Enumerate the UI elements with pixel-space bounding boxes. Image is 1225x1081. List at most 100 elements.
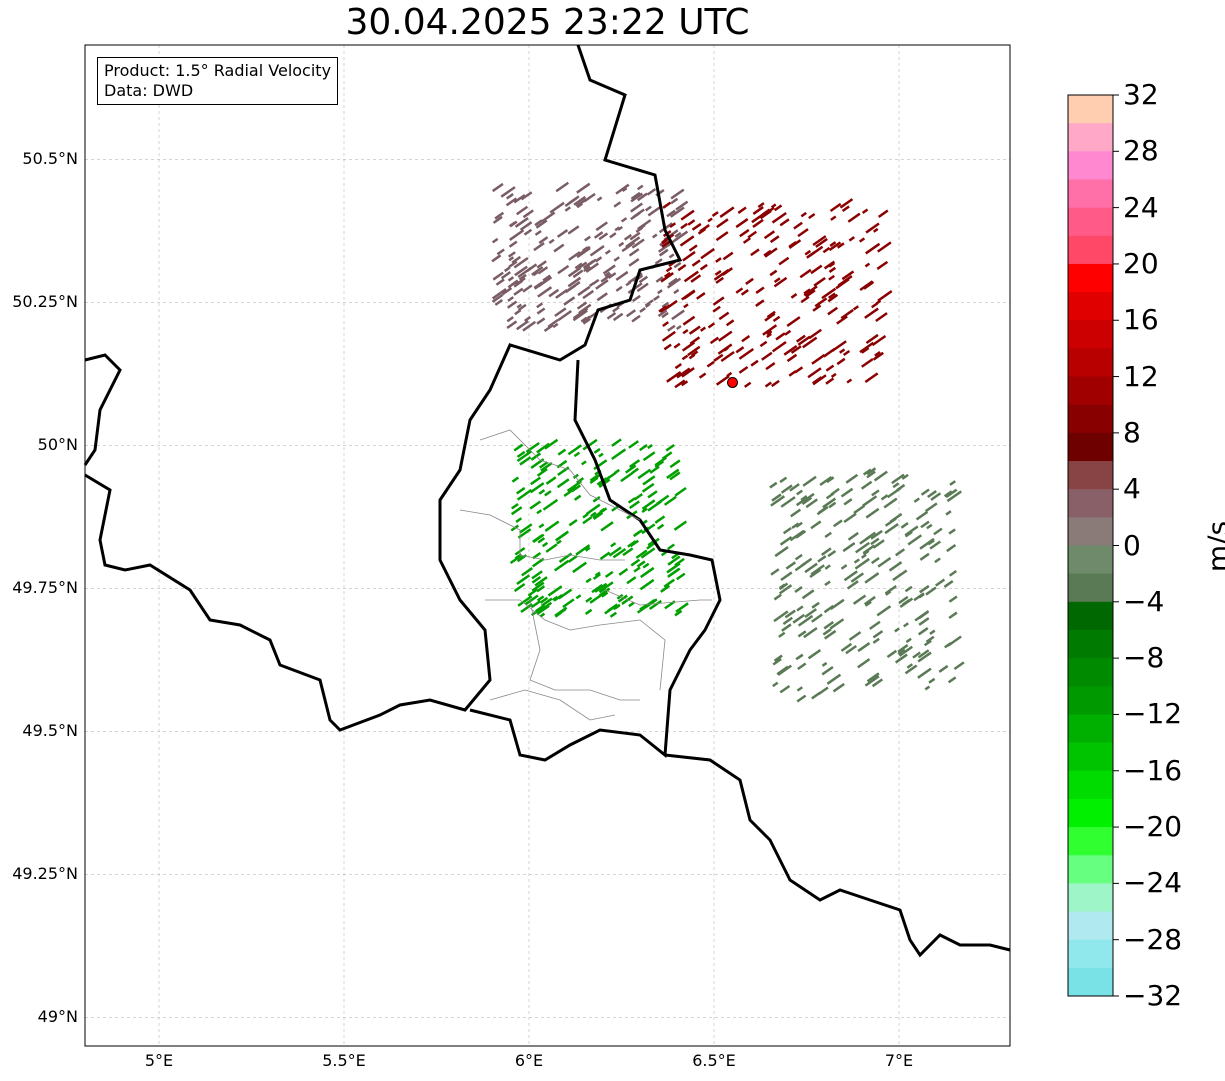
echo-inbound-southeast bbox=[919, 584, 930, 594]
echo-outbound-north bbox=[690, 274, 702, 283]
echo-inbound-luxembourg bbox=[665, 443, 675, 452]
echo-inbound-luxembourg bbox=[532, 551, 542, 560]
echo-inbound-luxembourg bbox=[636, 605, 647, 614]
echo-inbound-southeast bbox=[880, 494, 889, 501]
colorbar-tick-label: −4 bbox=[1123, 584, 1165, 618]
echo-inbound-southeast bbox=[857, 642, 871, 653]
echo-outbound-north bbox=[770, 203, 777, 209]
echo-outbound-northwest bbox=[609, 232, 617, 239]
echo-inbound-luxembourg bbox=[527, 588, 538, 597]
echo-outbound-north bbox=[711, 211, 719, 217]
echo-inbound-southeast bbox=[905, 637, 912, 644]
echo-outbound-north bbox=[810, 264, 823, 275]
echo-inbound-luxembourg bbox=[599, 551, 611, 560]
colorbar-tick-label: −12 bbox=[1123, 697, 1183, 731]
echo-inbound-southeast bbox=[790, 508, 802, 518]
echo-inbound-luxembourg bbox=[641, 482, 655, 493]
colorbar-tick-label: 8 bbox=[1123, 415, 1141, 449]
echo-inbound-luxembourg bbox=[663, 495, 677, 506]
echo-inbound-southeast bbox=[871, 489, 880, 497]
echo-inbound-southeast bbox=[842, 542, 856, 553]
echo-inbound-southeast bbox=[810, 564, 825, 576]
echo-outbound-north bbox=[761, 208, 771, 216]
echo-inbound-luxembourg bbox=[540, 461, 553, 472]
echo-inbound-southeast bbox=[811, 613, 823, 623]
echo-inbound-southeast bbox=[876, 605, 892, 617]
echo-outbound-northwest bbox=[500, 186, 516, 198]
echo-inbound-luxembourg bbox=[590, 511, 597, 518]
echo-outbound-north bbox=[861, 208, 869, 214]
echo-outbound-northwest bbox=[578, 245, 591, 256]
echo-inbound-southeast bbox=[770, 495, 786, 507]
echo-inbound-southeast bbox=[862, 468, 872, 476]
echo-inbound-southeast bbox=[828, 501, 837, 509]
echo-outbound-north bbox=[773, 276, 788, 288]
echo-outbound-north bbox=[738, 347, 755, 360]
echo-inbound-southeast bbox=[943, 580, 954, 588]
echo-outbound-north bbox=[786, 353, 798, 363]
echo-outbound-northwest bbox=[673, 288, 680, 295]
echo-inbound-luxembourg bbox=[628, 601, 635, 608]
echo-inbound-luxembourg bbox=[531, 600, 542, 609]
echo-outbound-north bbox=[836, 242, 845, 249]
echo-outbound-northwest bbox=[668, 253, 675, 259]
echo-outbound-north bbox=[829, 241, 837, 247]
echo-outbound-northwest bbox=[675, 200, 689, 211]
echo-outbound-north bbox=[784, 329, 792, 336]
echo-outbound-north bbox=[661, 240, 671, 248]
colorbar-tick-label: 16 bbox=[1123, 303, 1159, 337]
echo-outbound-north bbox=[766, 310, 776, 319]
echo-inbound-southeast bbox=[884, 523, 899, 535]
echo-outbound-north bbox=[757, 202, 765, 209]
echo-inbound-southeast bbox=[871, 678, 884, 688]
echo-inbound-luxembourg bbox=[589, 474, 599, 482]
echo-outbound-north bbox=[825, 377, 835, 385]
lon-tick-label: 5°E bbox=[144, 1051, 174, 1070]
echo-outbound-northwest bbox=[667, 324, 676, 332]
echo-inbound-luxembourg bbox=[536, 509, 543, 515]
echo-outbound-northwest bbox=[536, 302, 544, 309]
echo-inbound-southeast bbox=[891, 473, 905, 485]
echo-inbound-southeast bbox=[819, 475, 833, 487]
echo-inbound-luxembourg bbox=[516, 486, 526, 495]
echo-outbound-north bbox=[766, 332, 772, 339]
echo-inbound-luxembourg bbox=[531, 581, 545, 592]
echo-inbound-luxembourg bbox=[539, 461, 549, 469]
echo-inbound-southeast bbox=[829, 618, 845, 630]
echo-inbound-southeast bbox=[779, 684, 791, 694]
echo-inbound-luxembourg bbox=[666, 562, 681, 574]
echo-outbound-northwest bbox=[631, 314, 641, 323]
echo-inbound-southeast bbox=[948, 595, 958, 603]
echo-outbound-northwest bbox=[638, 275, 649, 284]
echo-outbound-north bbox=[827, 293, 839, 303]
echo-inbound-luxembourg bbox=[517, 595, 533, 607]
echo-inbound-luxembourg bbox=[593, 447, 601, 454]
echo-outbound-north bbox=[726, 371, 733, 378]
echo-outbound-north bbox=[800, 211, 807, 218]
echo-inbound-luxembourg bbox=[660, 584, 671, 593]
echo-inbound-southeast bbox=[864, 675, 880, 687]
echo-outbound-north bbox=[771, 211, 787, 224]
echo-inbound-southeast bbox=[892, 482, 900, 489]
echo-outbound-northwest bbox=[500, 271, 511, 280]
echo-inbound-southeast bbox=[843, 498, 853, 506]
echo-outbound-north bbox=[830, 215, 837, 221]
echo-outbound-northwest bbox=[676, 324, 682, 330]
echo-outbound-north bbox=[679, 235, 695, 247]
echo-inbound-luxembourg bbox=[666, 468, 680, 479]
echo-outbound-north bbox=[738, 365, 749, 374]
data-source-label: Data: DWD bbox=[104, 81, 194, 100]
echo-outbound-north bbox=[861, 357, 874, 368]
echo-inbound-luxembourg bbox=[513, 443, 524, 452]
echo-outbound-northwest bbox=[516, 303, 523, 309]
echo-outbound-north bbox=[759, 340, 768, 348]
echo-inbound-southeast bbox=[884, 585, 897, 595]
echo-outbound-north bbox=[745, 277, 754, 285]
echo-inbound-luxembourg bbox=[604, 606, 614, 615]
echo-outbound-northwest bbox=[614, 226, 621, 232]
echo-inbound-southeast bbox=[920, 520, 930, 529]
echo-inbound-southeast bbox=[901, 473, 909, 480]
echo-inbound-southeast bbox=[913, 592, 925, 602]
echo-inbound-southeast bbox=[807, 649, 822, 660]
echo-outbound-north bbox=[877, 209, 889, 218]
